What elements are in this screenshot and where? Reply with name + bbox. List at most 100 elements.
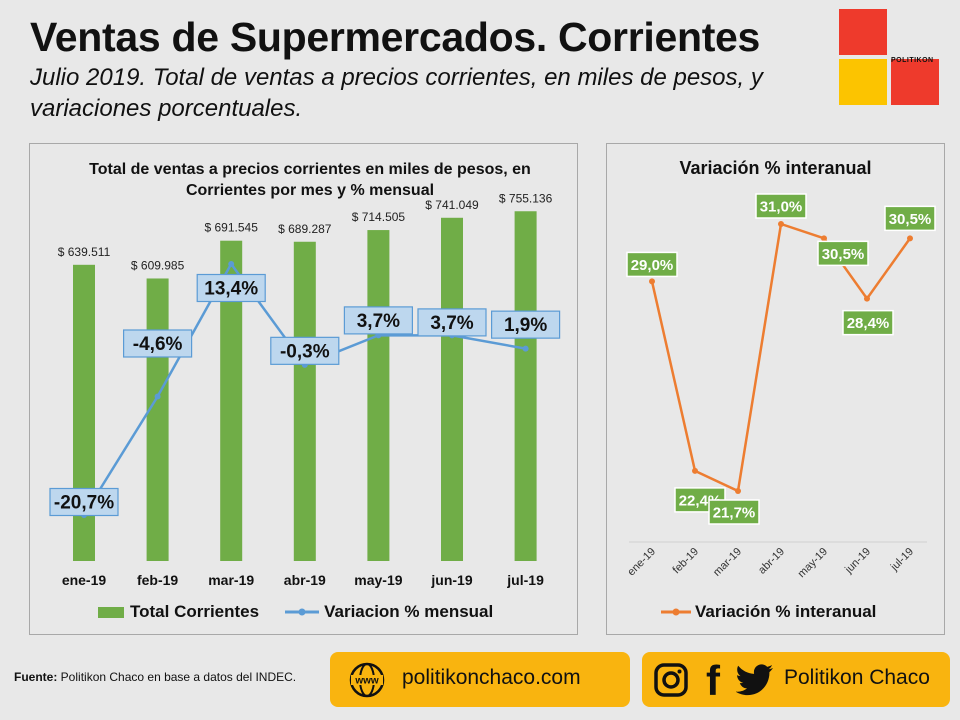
x2-tick-feb-19: feb-19 <box>671 546 702 577</box>
bar-may-19 <box>367 230 390 562</box>
logo-square-red-2 <box>891 59 939 105</box>
x-tick-may-19: may-19 <box>354 572 402 588</box>
bar-label-feb-19: $ 609.985 <box>131 258 185 272</box>
source-label: Fuente: <box>14 670 58 684</box>
bar-ene-19 <box>73 264 95 561</box>
page-title: Ventas de Supermercados. Corrientes <box>30 14 761 60</box>
interannual-label-box-mar-19 <box>708 499 760 525</box>
variation-label-box-may-19 <box>343 306 413 335</box>
x-tick-feb-19: feb-19 <box>137 572 178 588</box>
interannual-point-mar-19 <box>735 488 741 494</box>
variation-label-box-feb-19 <box>122 329 193 358</box>
interannual-chart: ene-19 feb-19 mar-19 abr-19 may-19 jun-19 jul-… <box>625 193 936 580</box>
instagram-icon[interactable] <box>654 663 688 697</box>
interannual-point-feb-19 <box>692 467 698 474</box>
interannual-point-jun-19 <box>864 295 870 302</box>
monthly-variation-point-mar-19 <box>228 261 235 267</box>
x-tick-ene-19: ene-19 <box>62 572 107 588</box>
interannual-label-jul-19: 30,5% <box>889 211 932 228</box>
legend-variacion-interanual: Variación % interanual <box>695 602 877 621</box>
interannual-point-jul-19 <box>907 235 913 242</box>
legend-bar-swatch <box>98 606 124 618</box>
bar-mar-19 <box>220 240 243 561</box>
interannual-label-mar-19: 21,7% <box>713 505 756 522</box>
website-badge[interactable]: www politikonchaco.com <box>330 652 630 707</box>
bar-label-jul-19: $ 755.136 <box>499 191 553 205</box>
source-note: Fuente: Politikon Chaco en base a datos … <box>14 670 296 684</box>
interannual-chart-panel: Variación % interanual ene-19 feb-19 mar-1… <box>606 143 945 635</box>
legend-variacion-mensual: Variacion % mensual <box>324 602 494 621</box>
chart2-legend: Variación % interanual <box>661 602 876 622</box>
x-tick-mar-19: mar-19 <box>208 572 254 588</box>
bar-label-abr-19: $ 689.287 <box>278 222 332 236</box>
variation-label-box-mar-19 <box>196 273 266 303</box>
bar-jul-19 <box>514 211 537 561</box>
interannual-point-may-19 <box>821 235 827 242</box>
x2-tick-jul-19: jul-19 <box>888 546 916 574</box>
x-tick-jun-19: jun-19 <box>430 572 472 588</box>
interannual-label-box-jun-19 <box>842 309 894 336</box>
politikon-logo: POLITIKON <box>839 9 941 107</box>
interannual-label-box-abr-19 <box>755 193 807 219</box>
legend-total-corrientes: Total Corrientes <box>130 602 260 621</box>
chart1-title: Total de ventas a precios corrientes en … <box>89 161 531 199</box>
bar-abr-19 <box>293 241 316 561</box>
social-name: Politikon Chaco <box>784 666 930 689</box>
variation-label-ene-19: -20,7% <box>54 493 114 514</box>
interannual-label-ene-19: 29,0% <box>631 257 674 274</box>
monthly-variation-point-feb-19 <box>154 393 161 400</box>
legend-orange-swatch <box>661 608 691 616</box>
interannual-label-box-ene-19 <box>626 251 678 278</box>
variation-label-box-ene-19 <box>49 487 119 517</box>
interannual-line <box>650 222 912 493</box>
bar-label-jun-19: $ 741.049 <box>425 198 479 212</box>
bar-jun-19 <box>441 217 463 561</box>
interannual-label-jun-19: 28,4% <box>847 315 890 332</box>
interannual-label-may-19: 30,5% <box>822 246 865 263</box>
x-tick-abr-19: abr-19 <box>284 572 326 588</box>
twitter-icon[interactable] <box>736 664 774 696</box>
logo-square-red <box>839 9 887 55</box>
facebook-icon-glyph: f <box>706 660 721 700</box>
variation-label-jun-19: 3,7% <box>430 313 473 334</box>
monthly-sales-chart: $ 639.511 $ 609.985 $ 691.545 $ 689.287 $ 71… <box>49 191 561 588</box>
x2-tick-ene-19: ene-19 <box>625 546 658 579</box>
page-subtitle: Julio 2019. Total de ventas a precios co… <box>30 64 763 122</box>
source-text: Politikon Chaco en base a datos del INDE… <box>57 670 297 684</box>
website-url[interactable]: politikonchaco.com <box>402 666 581 689</box>
interannual-point-ene-19 <box>649 278 655 285</box>
interannual-point-abr-19 <box>778 221 784 227</box>
bar-feb-19 <box>146 278 169 561</box>
variation-label-mar-19: 13,4% <box>204 279 258 300</box>
interannual-label-box-jul-19 <box>884 205 936 232</box>
x2-tick-may-19: may-19 <box>796 546 830 580</box>
interannual-label-abr-19: 31,0% <box>760 199 803 216</box>
globe-icon: www <box>349 662 385 698</box>
bar-label-may-19: $ 714.505 <box>352 210 406 224</box>
variation-label-jul-19: 1,9% <box>504 315 547 336</box>
bar-label-mar-19: $ 691.545 <box>205 221 259 235</box>
chart2-title: Variación % interanual <box>679 158 872 178</box>
monthly-sales-chart-panel: Total de ventas a precios corrientes en … <box>29 143 578 635</box>
logo-square-blank <box>891 9 941 57</box>
social-badge: f Politikon Chaco <box>642 652 950 707</box>
bar-label-ene-19: $ 639.511 <box>58 245 111 259</box>
variation-label-feb-19: -4,6% <box>133 334 183 355</box>
variation-label-abr-19: -0,3% <box>280 341 330 362</box>
chart1-legend: Total Corrientes Variacion % mensual <box>98 602 493 622</box>
variation-label-box-jul-19 <box>491 310 561 339</box>
x2-tick-jun-19: jun-19 <box>842 546 873 577</box>
interannual-label-box-may-19 <box>817 240 869 267</box>
variation-label-may-19: 3,7% <box>357 311 400 332</box>
x-tick-jul-19: jul-19 <box>506 572 544 588</box>
logo-square-yellow <box>839 59 887 105</box>
logo-text: POLITIKON <box>891 57 934 64</box>
variation-label-box-jun-19 <box>417 308 487 337</box>
facebook-icon[interactable]: f <box>700 660 726 700</box>
globe-icon-text: www <box>354 676 379 687</box>
x2-tick-abr-19: abr-19 <box>756 546 787 577</box>
legend-line-swatch <box>285 608 320 616</box>
variation-label-box-abr-19 <box>270 336 340 365</box>
monthly-variation-point-jul-19 <box>522 345 529 352</box>
x2-tick-mar-19: mar-19 <box>711 546 744 579</box>
